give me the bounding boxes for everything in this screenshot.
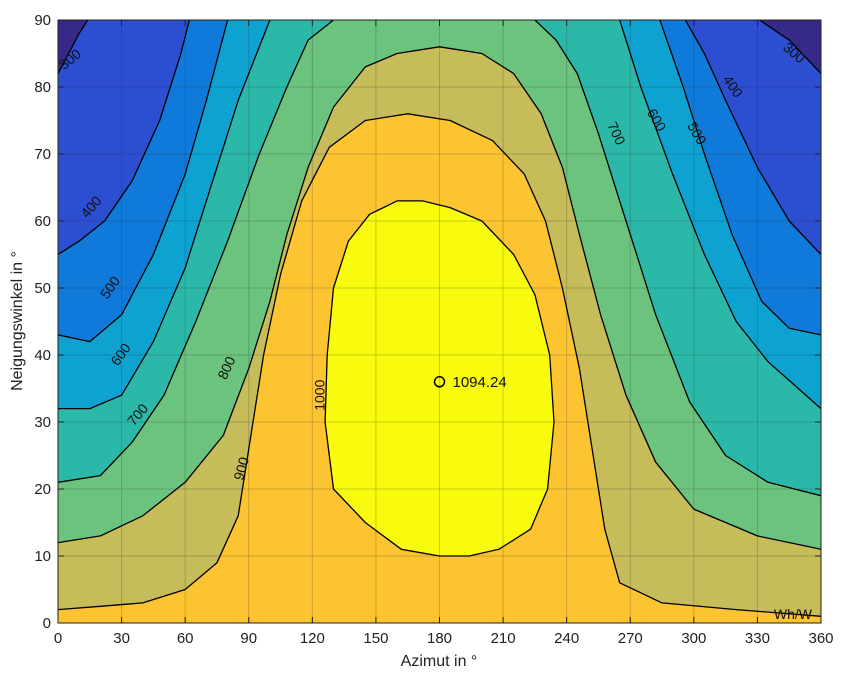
contour-line-800 [58, 46, 821, 550]
y-tick-label: 60 [34, 213, 51, 230]
y-tick-label: 40 [34, 347, 51, 364]
contour-line-500 [659, 20, 821, 336]
contour-fill-1000 [325, 200, 554, 556]
x-tick-label: 360 [808, 630, 833, 647]
y-tick-label: 10 [34, 548, 51, 565]
contour-line-600 [619, 20, 821, 410]
contour-line-900 [58, 113, 821, 617]
y-tick-label: 0 [43, 615, 51, 632]
x-tick-label: 90 [240, 630, 257, 647]
x-tick-label: 120 [300, 630, 325, 647]
contour-line-400 [58, 20, 191, 256]
x-tick-label: 30 [113, 630, 130, 647]
y-tick-label: 20 [34, 481, 51, 498]
x-tick-label: 0 [54, 630, 62, 647]
y-tick-label: 50 [34, 280, 51, 297]
contour-line-600 [58, 20, 271, 410]
contour-line-1000 [324, 200, 555, 557]
contour-line-400 [684, 20, 821, 255]
contour-label: 900 [230, 455, 252, 482]
y-tick-label: 70 [34, 146, 51, 163]
x-axis-label: Azimut in ° [401, 653, 478, 670]
unit-label: Wh/W [774, 606, 813, 622]
x-tick-label: 240 [554, 630, 579, 647]
x-tick-label: 150 [363, 630, 388, 647]
y-tick-label: 90 [34, 12, 51, 29]
contour-line-700 [58, 20, 334, 483]
x-tick-label: 180 [427, 630, 452, 647]
y-tick-label: 30 [34, 414, 51, 431]
peak-marker [433, 376, 446, 388]
peak-value-label: 1094.24 [453, 374, 507, 391]
y-axis-label: Neigungswinkel in ° [9, 251, 26, 391]
x-tick-label: 60 [177, 630, 194, 647]
x-tick-label: 300 [681, 630, 706, 647]
y-tick-label: 80 [34, 79, 51, 96]
contour-line-700 [534, 20, 821, 497]
x-tick-label: 330 [745, 630, 770, 647]
contour-line-300 [759, 20, 821, 75]
contour-line-500 [58, 20, 229, 343]
x-tick-label: 270 [618, 630, 643, 647]
contour-line-300 [58, 20, 89, 74]
contour-label: 1000 [312, 379, 328, 410]
x-tick-label: 210 [491, 630, 516, 647]
